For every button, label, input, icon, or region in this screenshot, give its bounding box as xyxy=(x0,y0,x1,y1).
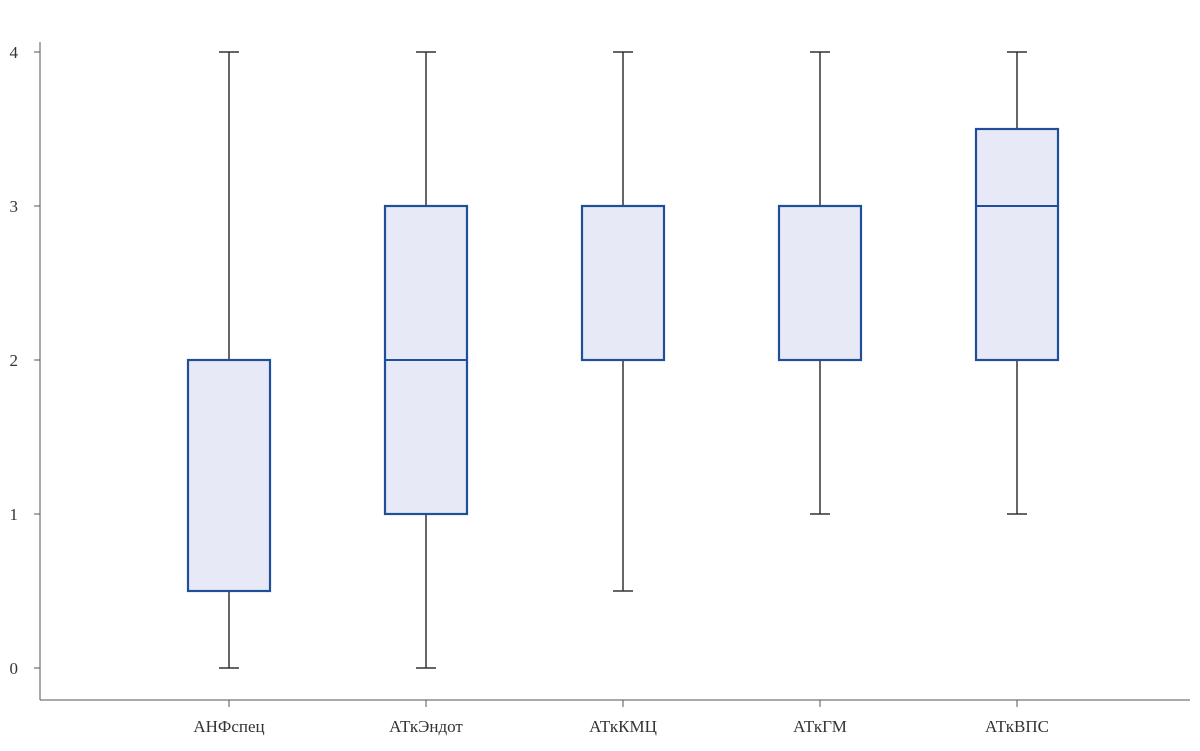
x-tick-label: АТкЭндот xyxy=(389,717,463,736)
iqr-box xyxy=(974,127,1060,362)
y-tick-label: 2 xyxy=(10,351,19,370)
x-tick-label: АТкКМЦ xyxy=(589,717,657,736)
iqr-box xyxy=(777,204,863,362)
y-tick-label: 1 xyxy=(10,505,19,524)
x-tick-label: АНФспец xyxy=(193,717,264,736)
boxes-group xyxy=(186,51,1060,669)
box-0 xyxy=(186,51,272,669)
x-axis: АНФспец АТкЭндот АТкКМЦ АТкГМ АТкВПС xyxy=(40,699,1190,736)
y-tick-label: 4 xyxy=(10,43,19,62)
x-tick-label: АТкВПС xyxy=(985,717,1049,736)
box-1 xyxy=(383,51,469,669)
y-tick-label: 0 xyxy=(10,659,19,678)
box-2 xyxy=(580,51,666,592)
y-tick-label: 3 xyxy=(10,197,19,216)
box-3 xyxy=(777,51,863,515)
x-tick-label: АТкГМ xyxy=(793,717,847,736)
box-4 xyxy=(974,51,1060,515)
iqr-box xyxy=(186,358,272,593)
y-axis: 0 1 2 3 4 xyxy=(10,42,41,700)
iqr-box xyxy=(580,204,666,362)
